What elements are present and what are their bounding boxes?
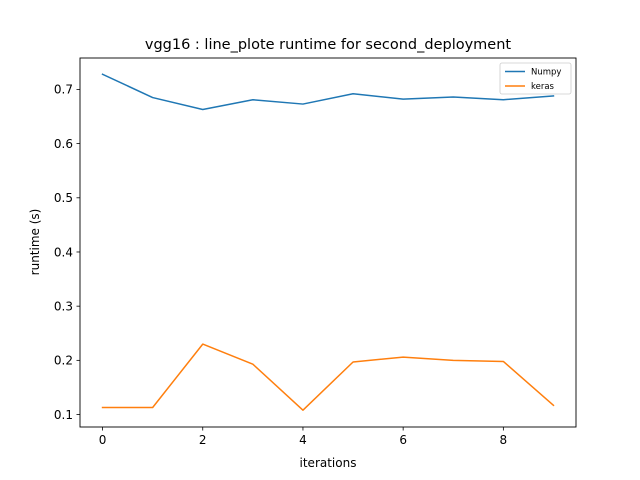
y-tick-label: 0.1 [54, 408, 73, 422]
legend-label-keras: keras [531, 82, 555, 92]
plot-area [80, 58, 576, 427]
y-tick-label: 0.5 [54, 191, 73, 205]
y-axis-label: runtime (s) [28, 209, 42, 276]
series-line-numpy [101, 73, 555, 111]
plot-frame [79, 57, 577, 428]
series-layer [101, 73, 555, 411]
series-line-keras [101, 343, 555, 411]
chart-title: vgg16 : line_plote runtime for second_de… [145, 37, 512, 53]
y-tick-label: 0.7 [54, 83, 73, 97]
y-axis: 0.1 0.2 0.3 0.4 0.5 0.6 0.7 [54, 83, 80, 422]
y-tick-label: 0.6 [54, 137, 73, 151]
x-axis: 0 2 4 6 8 [99, 427, 507, 447]
y-tick-label: 0.4 [54, 245, 73, 259]
x-tick-label: 2 [199, 433, 207, 447]
x-tick-label: 8 [500, 433, 508, 447]
legend-label-numpy: Numpy [531, 68, 561, 78]
x-axis-label: iterations [300, 456, 357, 470]
y-tick-label: 0.2 [54, 354, 73, 368]
y-tick-label: 0.3 [54, 299, 73, 313]
x-tick-label: 6 [399, 433, 407, 447]
legend: Numpy keras [499, 62, 572, 95]
x-tick-label: 4 [299, 433, 307, 447]
x-tick-label: 0 [99, 433, 107, 447]
